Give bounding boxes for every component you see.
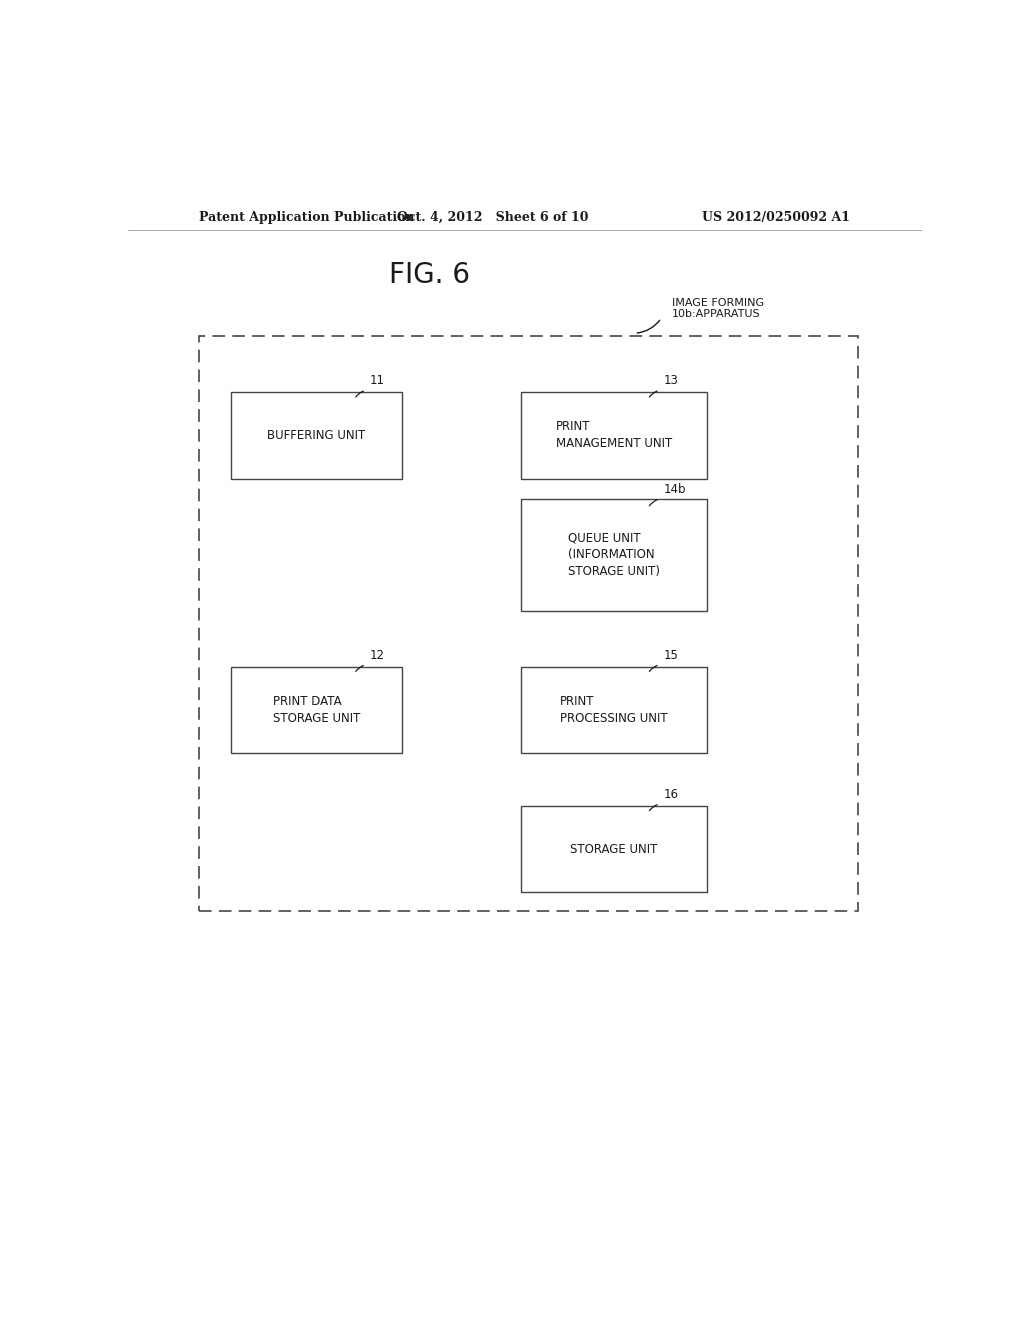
Text: 14b: 14b [664,483,686,496]
Text: 12: 12 [370,648,385,661]
Text: QUEUE UNIT
(INFORMATION
STORAGE UNIT): QUEUE UNIT (INFORMATION STORAGE UNIT) [568,531,660,578]
Text: 13: 13 [664,374,679,387]
Text: BUFFERING UNIT: BUFFERING UNIT [267,429,366,442]
Text: US 2012/0250092 A1: US 2012/0250092 A1 [702,211,850,224]
Text: IMAGE FORMING: IMAGE FORMING [672,298,764,308]
Text: 16: 16 [664,788,679,801]
Text: PRINT DATA
STORAGE UNIT: PRINT DATA STORAGE UNIT [272,694,360,725]
Text: Patent Application Publication: Patent Application Publication [200,211,415,224]
Bar [231,392,401,479]
Text: PRINT
PROCESSING UNIT: PRINT PROCESSING UNIT [560,694,668,725]
Text: FIG. 6: FIG. 6 [389,261,470,289]
Bar [521,667,708,752]
Text: 15: 15 [664,648,679,661]
Bar [521,392,708,479]
Bar [521,499,708,611]
Text: Oct. 4, 2012   Sheet 6 of 10: Oct. 4, 2012 Sheet 6 of 10 [397,211,589,224]
Text: 11: 11 [370,374,385,387]
Text: 10b:APPARATUS: 10b:APPARATUS [672,309,760,319]
Text: STORAGE UNIT: STORAGE UNIT [570,842,657,855]
Bar [231,667,401,752]
Bar [200,337,858,911]
Bar [521,805,708,892]
Text: PRINT
MANAGEMENT UNIT: PRINT MANAGEMENT UNIT [556,420,672,450]
